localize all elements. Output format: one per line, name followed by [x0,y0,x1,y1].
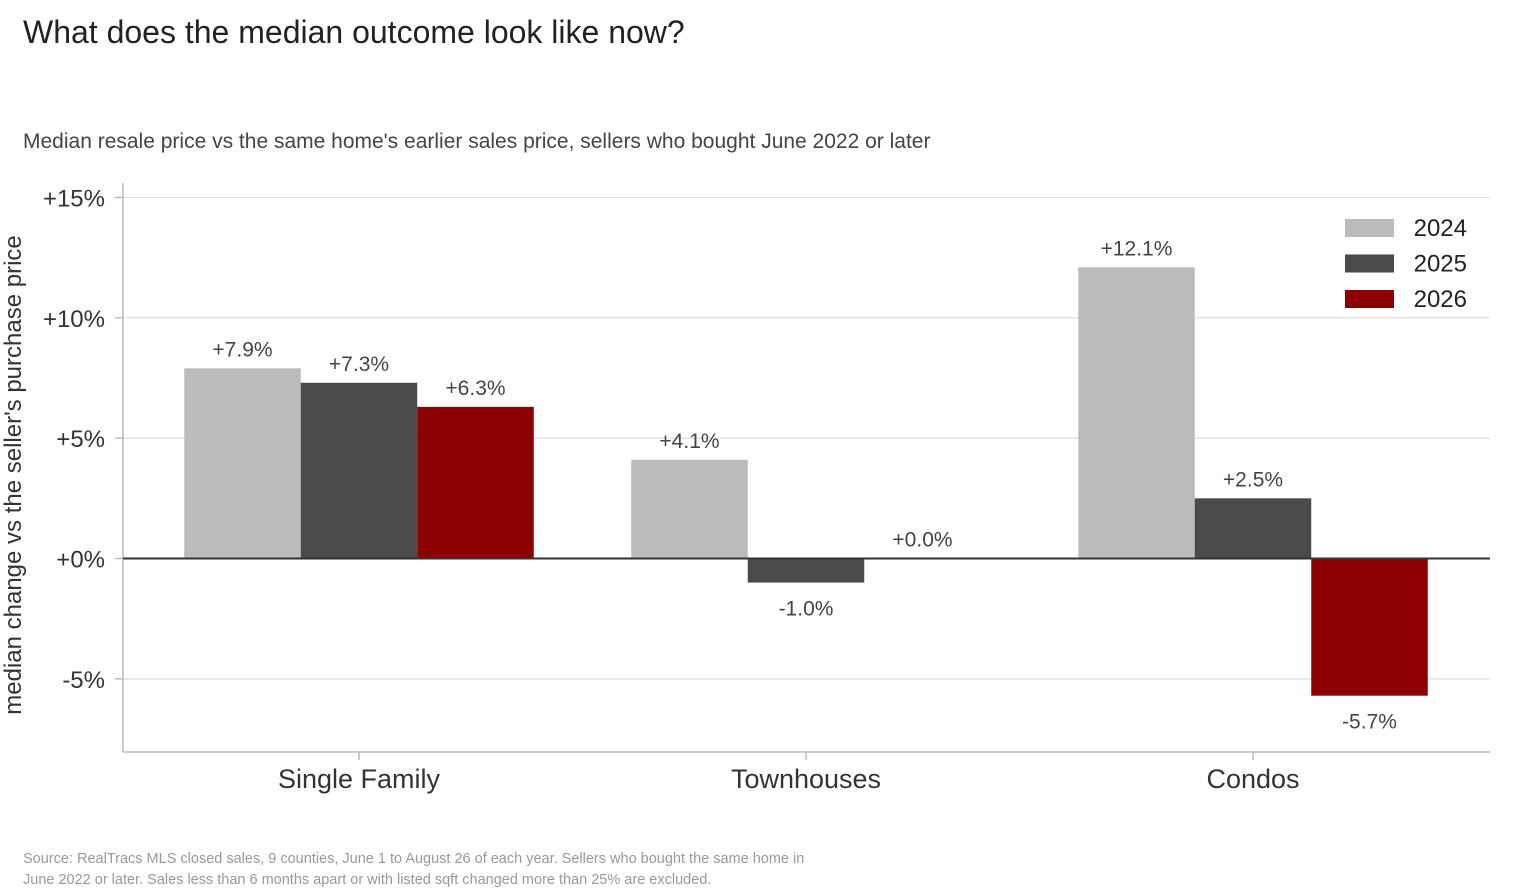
bar-value-label: +12.1% [1101,237,1173,260]
bar [1311,558,1428,696]
source-note: Source: RealTracs MLS closed sales, 9 co… [23,849,923,891]
legend-swatch [1345,219,1394,237]
chart-subtitle: Median resale price vs the same home's e… [23,130,931,153]
source-line-2: June 2022 or later. Sales less than 6 mo… [23,872,712,888]
bar-value-label: +4.1% [659,430,719,453]
bar [631,459,748,559]
source-line-1: Source: RealTracs MLS closed sales, 9 co… [23,851,805,867]
category-label: Single Family [278,764,441,794]
bar-value-label: +0.0% [892,529,952,552]
bar [300,382,418,559]
bar-value-label: -5.7% [1342,711,1397,734]
category-label: Townhouses [731,764,881,794]
bar [1194,498,1312,559]
legend-swatch [1345,254,1394,273]
y-tick-label: +15% [43,185,105,212]
bar [1078,267,1195,559]
category-label: Condos [1206,764,1299,794]
legend-label: 2026 [1414,286,1467,313]
bar [417,406,534,559]
bar [184,368,301,559]
legend-swatch [1345,290,1394,308]
bar-value-label: -1.0% [779,598,834,621]
y-tick-label: +10% [43,306,105,333]
bar-value-label: +7.3% [329,353,389,376]
bar [747,558,865,583]
legend-label: 2024 [1414,215,1467,242]
bar-value-label: +6.3% [445,377,505,400]
y-tick-label: -5% [62,667,105,694]
y-tick-label: +0% [56,547,105,574]
bar-value-label: +7.9% [212,338,272,361]
bar-value-label: +2.5% [1223,468,1283,491]
y-axis-label: median change vs the seller's purchase p… [0,235,27,715]
legend-label: 2025 [1414,251,1467,278]
chart-title: What does the median outcome look like n… [23,14,685,50]
y-tick-label: +5% [56,426,105,453]
